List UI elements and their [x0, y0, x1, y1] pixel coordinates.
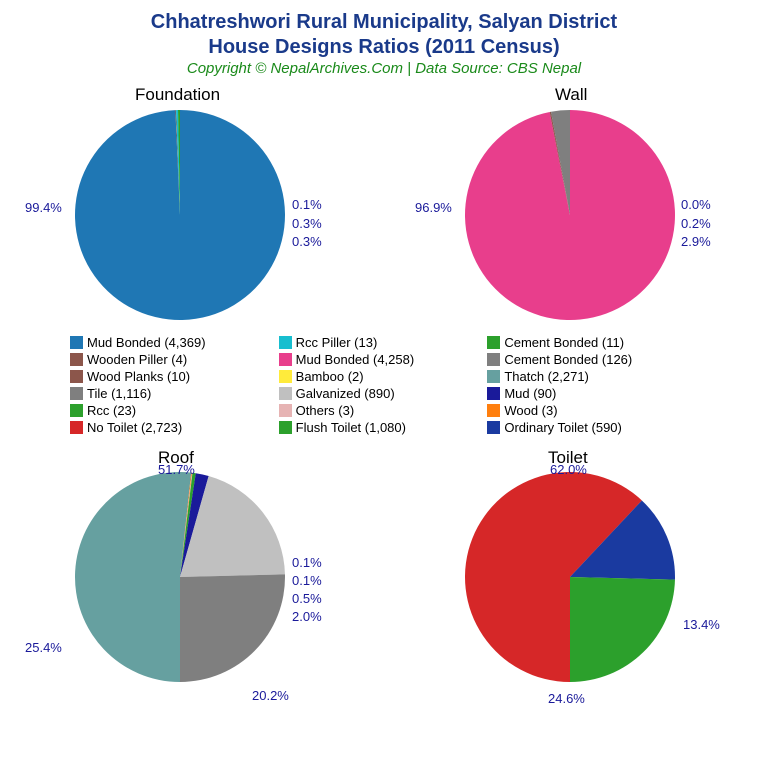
pct-label: 96.9%: [415, 200, 452, 215]
legend-swatch: [70, 336, 83, 349]
chart-container: { "title": { "line1": "Chhatreshwori Rur…: [0, 0, 768, 768]
legend-label: Mud Bonded (4,369): [87, 335, 206, 350]
legend-item: Mud (90): [487, 386, 690, 401]
legend-swatch: [70, 387, 83, 400]
legend-item: Galvanized (890): [279, 386, 482, 401]
legend-item: Cement Bonded (11): [487, 335, 690, 350]
legend-item: Bamboo (2): [279, 369, 482, 384]
legend-label: Rcc Piller (13): [296, 335, 378, 350]
legend-label: Rcc (23): [87, 403, 136, 418]
legend-item: Rcc Piller (13): [279, 335, 482, 350]
legend-label: Bamboo (2): [296, 369, 364, 384]
pct-label: 0.5%: [292, 591, 322, 606]
legend-item: Thatch (2,271): [487, 369, 690, 384]
pct-label: 99.4%: [25, 200, 62, 215]
pct-label: 2.9%: [681, 234, 711, 249]
legend-swatch: [279, 387, 292, 400]
pct-label: 0.3%: [292, 216, 322, 231]
pct-label: 0.0%: [681, 197, 711, 212]
pct-label: 2.0%: [292, 609, 322, 624]
legend-item: Mud Bonded (4,369): [70, 335, 273, 350]
legend-item: Wood Planks (10): [70, 369, 273, 384]
legend-swatch: [487, 404, 500, 417]
legend: Mud Bonded (4,369) Rcc Piller (13) Cement …: [70, 335, 690, 435]
legend-label: Mud Bonded (4,258): [296, 352, 415, 367]
legend-label: Others (3): [296, 403, 355, 418]
legend-item: Wood (3): [487, 403, 690, 418]
legend-label: Flush Toilet (1,080): [296, 420, 406, 435]
legend-label: Wood Planks (10): [87, 369, 190, 384]
legend-label: Cement Bonded (11): [504, 335, 624, 350]
legend-label: Galvanized (890): [296, 386, 395, 401]
pct-label: 51.7%: [158, 462, 195, 477]
legend-label: Wood (3): [504, 403, 557, 418]
legend-swatch: [279, 404, 292, 417]
legend-swatch: [70, 404, 83, 417]
pct-label: 20.2%: [252, 688, 289, 703]
legend-item: Rcc (23): [70, 403, 273, 418]
legend-label: Mud (90): [504, 386, 556, 401]
legend-swatch: [279, 370, 292, 383]
pct-label: 13.4%: [683, 617, 720, 632]
pct-label: 62.0%: [550, 462, 587, 477]
pct-label: 24.6%: [548, 691, 585, 706]
legend-swatch: [279, 336, 292, 349]
legend-swatch: [279, 421, 292, 434]
pct-label: 0.2%: [681, 216, 711, 231]
pct-label: 0.3%: [292, 234, 322, 249]
pct-label: 0.1%: [292, 573, 322, 588]
legend-label: Wooden Piller (4): [87, 352, 187, 367]
legend-swatch: [279, 353, 292, 366]
pct-label: 25.4%: [25, 640, 62, 655]
legend-swatch: [487, 421, 500, 434]
legend-swatch: [487, 387, 500, 400]
legend-label: No Toilet (2,723): [87, 420, 182, 435]
legend-item: Flush Toilet (1,080): [279, 420, 482, 435]
legend-item: Cement Bonded (126): [487, 352, 690, 367]
legend-swatch: [487, 353, 500, 366]
legend-item: Mud Bonded (4,258): [279, 352, 482, 367]
pct-label: 0.1%: [292, 555, 322, 570]
legend-swatch: [70, 370, 83, 383]
legend-label: Cement Bonded (126): [504, 352, 632, 367]
legend-swatch: [70, 421, 83, 434]
legend-label: Thatch (2,271): [504, 369, 589, 384]
legend-item: Wooden Piller (4): [70, 352, 273, 367]
legend-item: Tile (1,116): [70, 386, 273, 401]
legend-label: Tile (1,116): [87, 386, 151, 401]
legend-item: Others (3): [279, 403, 482, 418]
legend-item: Ordinary Toilet (590): [487, 420, 690, 435]
pct-label: 0.1%: [292, 197, 322, 212]
legend-item: No Toilet (2,723): [70, 420, 273, 435]
legend-swatch: [70, 353, 83, 366]
legend-label: Ordinary Toilet (590): [504, 420, 622, 435]
legend-swatch: [487, 336, 500, 349]
legend-swatch: [487, 370, 500, 383]
